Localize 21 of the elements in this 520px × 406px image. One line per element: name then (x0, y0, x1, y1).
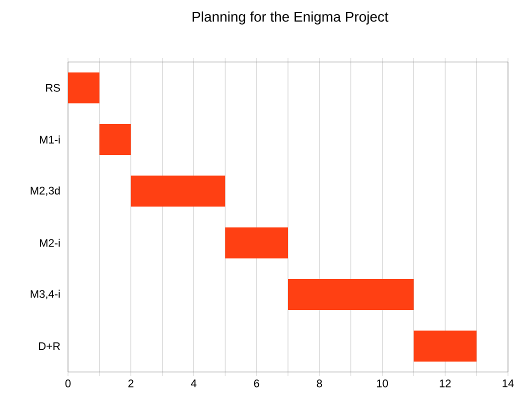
x-tick-label: 14 (502, 380, 514, 388)
bar (288, 278, 414, 310)
chart-title: Planning for the Enigma Project (192, 11, 388, 25)
x-tick-label: 6 (254, 380, 260, 388)
x-tick-label: 4 (190, 380, 196, 388)
bar (225, 227, 288, 258)
bar (130, 176, 226, 207)
y-tick-label: RS (46, 84, 60, 92)
y-tick-label: M2-i (40, 238, 60, 247)
x-tick-label: 0 (65, 380, 71, 388)
y-tick-label: D+R (39, 342, 60, 350)
y-tick-label: M2,3d (30, 186, 60, 196)
y-tick-label: M3,4-i (30, 290, 60, 300)
bar (68, 72, 100, 104)
y-tick-label: M1-i (40, 136, 60, 144)
x-tick-label: 10 (377, 380, 388, 388)
x-tick-label: 2 (128, 380, 134, 388)
x-tick-label: 12 (440, 380, 451, 388)
x-tick-label: 8 (316, 380, 322, 388)
bar (99, 124, 131, 155)
bar (414, 330, 477, 362)
